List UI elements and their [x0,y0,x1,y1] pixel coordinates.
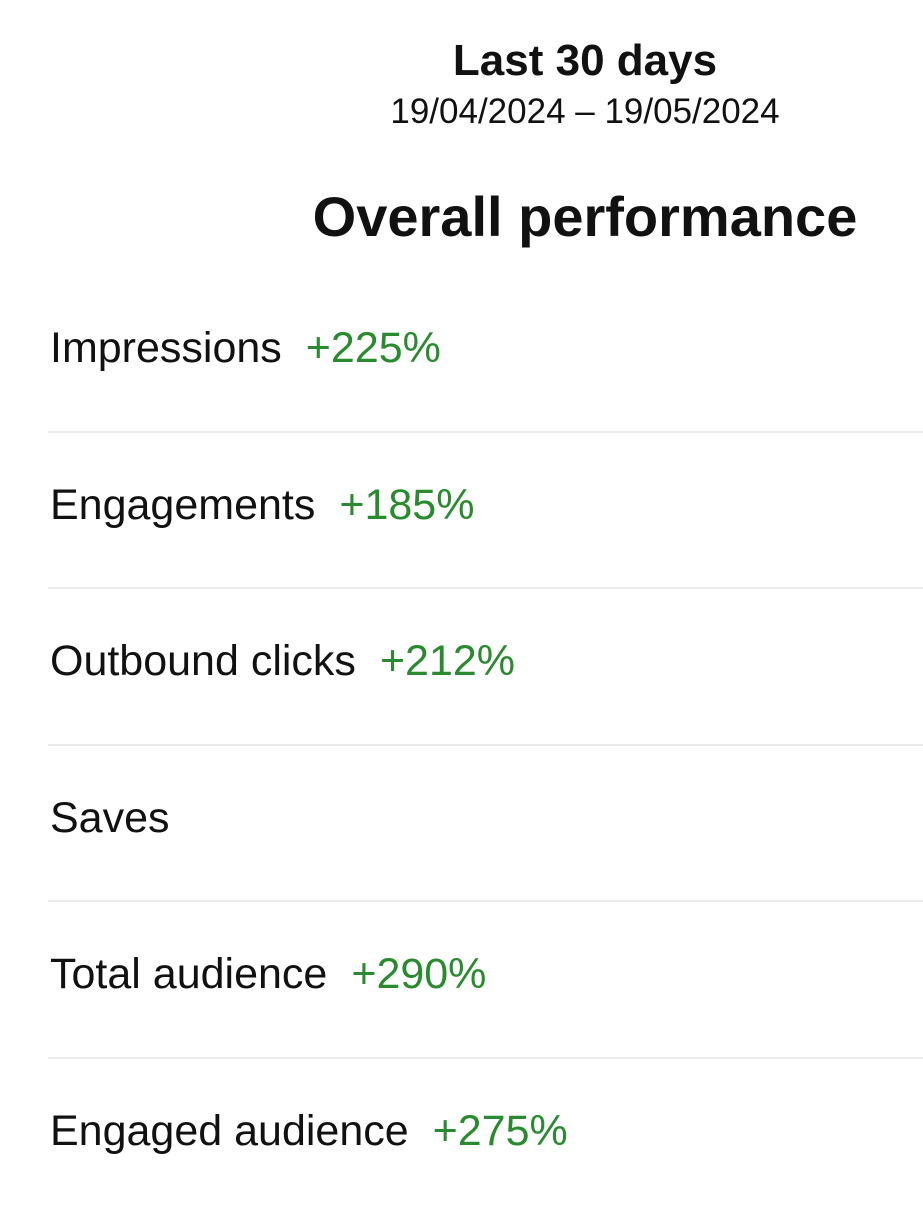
metric-change: +275% [432,1106,568,1155]
metric-text: Saves [50,794,170,843]
metric-row: Outbound clicks +212% [48,587,923,743]
period-title: Last 30 days [452,36,718,85]
divider [48,900,923,902]
metric-text: Engagements +185% [50,481,474,530]
metric-text: Engaged audience +275% [50,1107,568,1156]
metric-row: Impressions +225% [48,274,923,430]
metric-label: Total audience [50,950,328,998]
metric-text: Total audience +290% [50,950,486,999]
metric-row: Engaged audience +275% [48,1057,923,1213]
metric-change: +212% [379,637,516,685]
metric-row: Saves [48,744,923,900]
date-range: 19/04/2024 – 19/05/2024 [390,92,780,131]
divider [48,743,923,746]
metric-label: Engaged audience [50,1106,409,1155]
metric-label: Engagements [50,480,316,529]
metric-change: +290% [351,950,487,998]
metric-change: +225% [305,324,441,372]
metric-text: Impressions +225% [50,324,441,373]
metric-change: +185% [339,480,475,529]
section-title: Overall performance [312,185,858,248]
metric-label: Impressions [50,324,282,372]
divider [48,1056,923,1059]
metric-row: Engagements +185% [48,431,923,587]
metric-label: Saves [50,793,170,842]
divider [48,587,923,589]
metric-label: Outbound clicks [50,637,356,685]
metric-row: Total audience +290% [48,900,923,1056]
divider [48,430,923,433]
metric-text: Outbound clicks +212% [50,637,515,686]
